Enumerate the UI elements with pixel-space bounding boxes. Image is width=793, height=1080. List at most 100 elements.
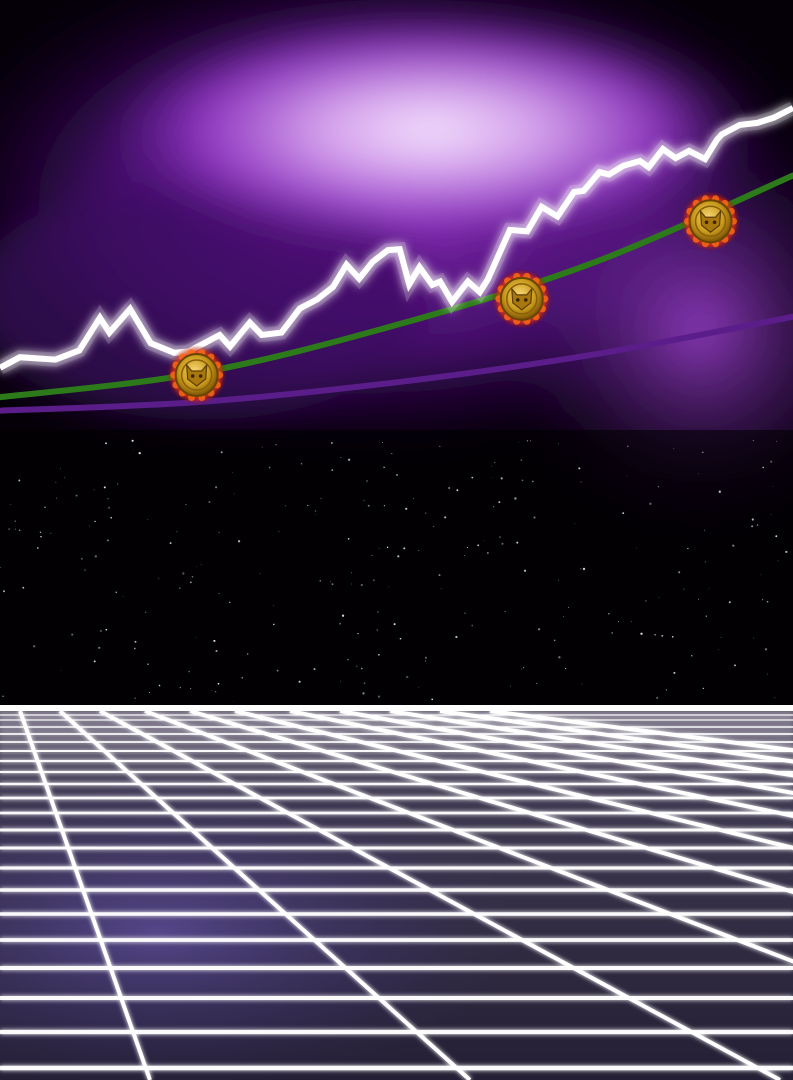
star	[704, 561, 707, 563]
star	[134, 697, 136, 699]
star	[553, 639, 556, 642]
star	[75, 494, 78, 497]
star	[14, 520, 17, 523]
star	[39, 531, 42, 533]
star	[558, 443, 560, 445]
star	[656, 696, 659, 699]
star	[580, 481, 582, 483]
star	[785, 550, 788, 554]
star	[418, 686, 420, 688]
star	[10, 503, 12, 505]
star	[665, 689, 668, 691]
star	[772, 486, 774, 488]
star	[189, 581, 192, 584]
star	[661, 634, 664, 637]
grid-line-vertical	[389, 709, 793, 778]
star	[636, 547, 637, 549]
star	[657, 486, 660, 488]
grid-line-vertical	[58, 709, 472, 1080]
star	[383, 505, 386, 507]
star	[145, 611, 147, 613]
star	[567, 606, 570, 609]
star	[580, 568, 582, 570]
star	[347, 538, 350, 540]
star	[645, 600, 647, 602]
star	[3, 590, 5, 593]
star	[98, 646, 101, 649]
star	[220, 451, 223, 454]
star	[298, 680, 301, 683]
grid-line-vertical	[289, 709, 793, 818]
star	[649, 502, 652, 505]
star	[331, 442, 333, 444]
star	[732, 544, 735, 547]
price-chart	[0, 101, 793, 414]
star	[107, 497, 109, 500]
star	[536, 683, 538, 684]
star	[200, 563, 202, 565]
star	[276, 669, 279, 672]
grid-line-vertical	[189, 709, 793, 894]
star	[558, 656, 561, 659]
star	[471, 624, 474, 627]
star	[413, 498, 414, 499]
coin-icon	[680, 191, 741, 252]
star	[363, 682, 366, 685]
star	[608, 613, 610, 615]
star	[444, 516, 447, 519]
star	[728, 601, 731, 604]
star	[490, 476, 492, 478]
star	[377, 695, 381, 698]
star	[455, 635, 458, 639]
star	[105, 442, 107, 445]
star	[383, 466, 385, 469]
star	[64, 477, 66, 479]
star	[770, 514, 772, 516]
star	[94, 520, 96, 523]
star	[582, 567, 586, 571]
star	[217, 682, 220, 685]
star	[433, 526, 435, 528]
star	[558, 580, 559, 581]
star	[701, 451, 704, 454]
star	[195, 637, 197, 639]
star	[229, 601, 231, 604]
star	[190, 688, 192, 690]
star	[767, 673, 769, 675]
star	[477, 544, 480, 547]
star	[33, 645, 36, 648]
star	[520, 459, 523, 461]
starfield	[0, 439, 788, 702]
trend-line-green	[0, 172, 793, 401]
star	[50, 532, 52, 534]
grid-line-vertical	[99, 709, 781, 1080]
star	[456, 489, 459, 492]
star	[702, 687, 704, 690]
star	[762, 466, 764, 469]
star	[347, 458, 351, 461]
star	[2, 695, 4, 698]
star	[331, 583, 334, 586]
star	[440, 588, 442, 590]
star	[182, 572, 185, 575]
star	[397, 555, 400, 558]
star	[191, 575, 194, 578]
star	[683, 588, 685, 590]
star	[196, 566, 197, 567]
star	[36, 547, 39, 549]
star	[622, 512, 625, 514]
star	[60, 670, 62, 672]
star	[393, 623, 396, 626]
star	[526, 440, 529, 442]
star	[89, 525, 90, 527]
star	[261, 446, 263, 448]
star	[331, 469, 334, 471]
star	[214, 691, 217, 693]
star	[273, 623, 275, 626]
star	[300, 462, 303, 465]
star	[391, 453, 393, 455]
star	[80, 557, 83, 560]
star	[314, 510, 317, 512]
star	[752, 439, 754, 442]
star	[246, 653, 249, 655]
